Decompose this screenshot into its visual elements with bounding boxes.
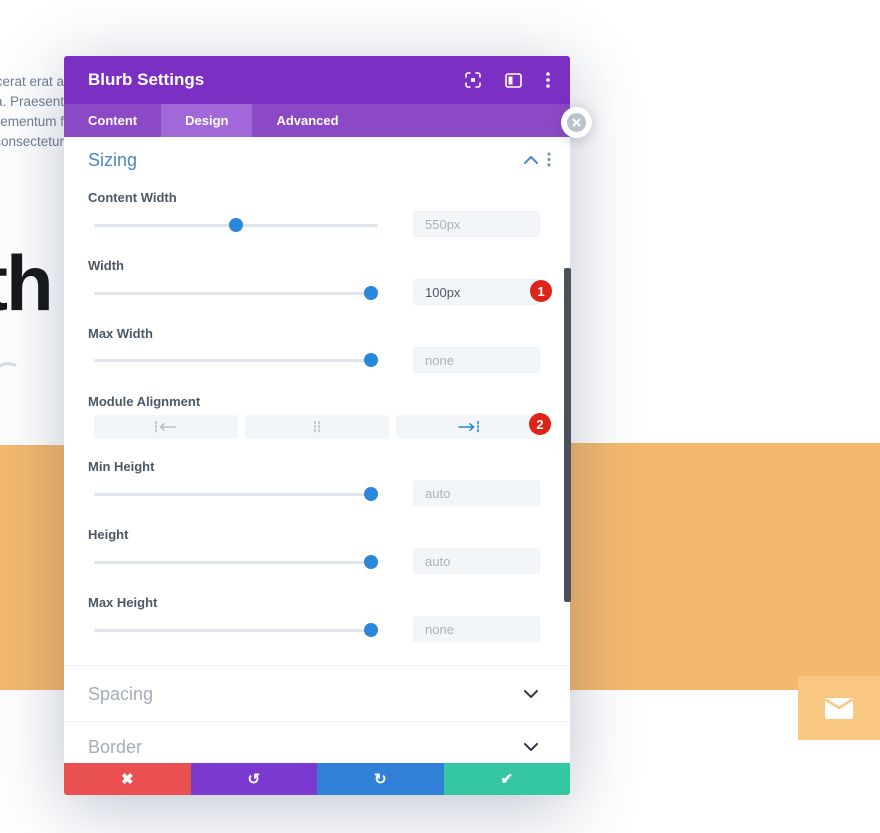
background-text-line: consectetur — [0, 134, 64, 149]
max-width-input[interactable] — [413, 347, 540, 373]
slider-track[interactable] — [94, 492, 378, 496]
slider-thumb[interactable] — [363, 555, 378, 569]
check-icon: ✔ — [500, 771, 514, 788]
slider-track[interactable] — [94, 358, 378, 362]
field-label-max-width: Max Width — [88, 326, 153, 341]
modal-tabbar: Content Design Advanced — [64, 104, 570, 137]
undo-icon: ↺ — [247, 771, 261, 788]
kebab-menu-icon[interactable] — [546, 72, 550, 88]
modal-body: Sizing Content Width Width — [64, 137, 570, 763]
tab-advanced[interactable]: Advanced — [276, 113, 339, 128]
modal-footer: ✖ ↺ ↻ ✔ — [64, 763, 570, 795]
background-text-line: lementum f — [0, 114, 64, 129]
field-label-module-alignment: Module Alignment — [88, 394, 201, 409]
align-right-icon — [458, 421, 479, 433]
slider-thumb[interactable] — [363, 353, 378, 367]
background-text-line: acerat erat a — [0, 74, 64, 89]
section-title-sizing[interactable]: Sizing — [88, 150, 138, 170]
background-paragraph: acerat erat a a. Praesent lementum f con… — [0, 72, 64, 156]
slider-thumb[interactable] — [363, 487, 378, 501]
align-left-icon — [155, 421, 176, 433]
field-label-width: Width — [88, 258, 124, 273]
content-width-slider[interactable] — [94, 218, 378, 232]
slider-track[interactable] — [94, 291, 378, 295]
field-label-min-height: Min Height — [88, 459, 155, 474]
max-width-slider[interactable] — [94, 353, 378, 367]
background-blurb-module — [798, 676, 880, 740]
chevron-down-icon[interactable] — [524, 690, 538, 698]
background-script-mark — [0, 362, 17, 368]
max-height-input[interactable] — [413, 616, 540, 642]
section-title-border[interactable]: Border — [88, 737, 143, 757]
chevron-up-icon[interactable] — [524, 156, 538, 164]
save-button[interactable]: ✔ — [443, 763, 570, 795]
split-view-icon[interactable] — [505, 72, 522, 88]
background-heading-fragment: th — [0, 239, 54, 327]
close-icon: ✖ — [120, 771, 134, 788]
annotation-badge-2: 2 — [529, 413, 551, 435]
field-label-max-height: Max Height — [88, 595, 158, 610]
slider-thumb[interactable] — [229, 218, 243, 232]
slider-track[interactable] — [94, 628, 378, 632]
focus-icon[interactable] — [465, 72, 481, 88]
divider — [64, 665, 570, 666]
slider-track[interactable] — [94, 560, 378, 564]
max-height-slider[interactable] — [94, 623, 378, 637]
redo-button[interactable]: ↻ — [317, 763, 444, 795]
close-icon — [567, 113, 586, 132]
kebab-menu-icon[interactable] — [547, 152, 551, 167]
align-left-button[interactable] — [94, 415, 238, 439]
tab-content[interactable]: Content — [88, 113, 138, 128]
discard-button[interactable]: ✖ — [64, 763, 191, 795]
align-center-button[interactable] — [245, 415, 389, 439]
tab-design[interactable]: Design — [161, 104, 253, 137]
background-orange-band-right — [570, 443, 880, 690]
content-width-input[interactable] — [413, 211, 540, 237]
undo-button[interactable]: ↺ — [190, 763, 317, 795]
field-label-height: Height — [88, 527, 129, 542]
envelope-icon — [824, 697, 854, 719]
align-center-icon — [314, 421, 320, 433]
field-label-content-width: Content Width — [88, 190, 177, 205]
min-height-input[interactable] — [413, 480, 540, 506]
background-orange-band-left — [0, 445, 64, 690]
modal-header: Blurb Settings — [64, 56, 570, 104]
chevron-down-icon[interactable] — [524, 743, 538, 751]
close-settings-button[interactable] — [561, 107, 592, 138]
modal-title: Blurb Settings — [88, 70, 205, 89]
annotation-badge-1: 1 — [530, 280, 552, 302]
slider-thumb[interactable] — [363, 286, 378, 300]
blurb-settings-modal: Blurb Settings — [64, 56, 570, 795]
redo-icon: ↻ — [373, 771, 387, 788]
section-title-spacing[interactable]: Spacing — [88, 684, 154, 704]
width-slider[interactable] — [94, 286, 378, 300]
height-slider[interactable] — [94, 555, 378, 569]
height-input[interactable] — [413, 548, 540, 574]
width-input[interactable] — [413, 279, 540, 305]
background-text-line: a. Praesent — [0, 94, 64, 109]
slider-thumb[interactable] — [363, 623, 378, 637]
align-right-button[interactable] — [396, 415, 540, 439]
min-height-slider[interactable] — [94, 487, 378, 501]
modal-scrollbar-thumb[interactable] — [564, 268, 571, 602]
divider — [64, 721, 570, 722]
module-alignment-group — [94, 415, 540, 439]
